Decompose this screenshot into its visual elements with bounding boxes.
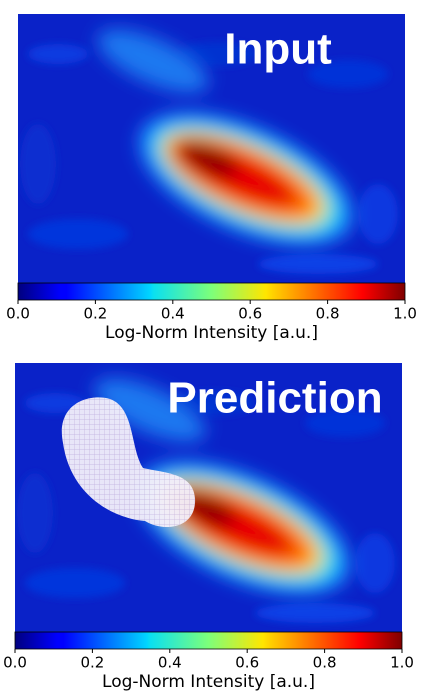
intensity-blob	[97, 29, 354, 246]
background-texture	[20, 42, 398, 274]
panel-title: Input	[224, 25, 332, 74]
tick-label: 1.0	[393, 305, 417, 323]
texture-spot	[25, 393, 85, 413]
texture-spot	[305, 409, 385, 437]
background-texture	[17, 391, 395, 623]
panel: Prediction 0.0 0.2 0.4 0.6 0.8 1.0 Log-Norm Int…	[3, 363, 414, 692]
tick-label: 0.2	[80, 654, 104, 672]
tick-label: 0.8	[316, 305, 340, 323]
tail	[94, 378, 206, 442]
tick-label: 0.2	[83, 305, 107, 323]
colorbar-label: Log-Norm Intensity [a.u.]	[102, 672, 315, 692]
texture-spot	[175, 391, 255, 415]
colorbar	[17, 282, 406, 301]
dark-red	[178, 140, 238, 178]
colorbar-label: Log-Norm Intensity [a.u.]	[105, 323, 318, 343]
texture-spot	[358, 184, 398, 244]
predicted-region	[61, 397, 196, 528]
texture-spot	[355, 533, 395, 593]
tick-label: 0.4	[158, 654, 182, 672]
texture-spot	[25, 568, 125, 598]
tail	[97, 29, 209, 93]
tick-label: 0.0	[3, 654, 27, 672]
texture-spot	[20, 124, 56, 204]
tick-label: 0.6	[235, 654, 259, 672]
texture-spot	[28, 44, 88, 64]
tick-label: 0.8	[313, 654, 337, 672]
panel-title: Prediction	[167, 374, 382, 423]
colorbar	[14, 631, 403, 650]
heatmap	[15, 363, 402, 632]
texture-spot	[255, 603, 375, 623]
texture-spot	[178, 42, 258, 66]
texture-spot	[28, 219, 128, 249]
tick-label: 1.0	[390, 654, 414, 672]
panel: Input 0.0 0.2 0.4 0.6 0.8 1.0 Log-Norm Intensit…	[6, 14, 417, 343]
tick-label: 0.0	[6, 305, 30, 323]
texture-spot	[308, 60, 388, 88]
heatmap	[18, 14, 405, 283]
texture-spot	[17, 473, 53, 553]
tick-label: 0.4	[161, 305, 185, 323]
tick-label: 0.6	[238, 305, 262, 323]
texture-spot	[258, 254, 378, 274]
